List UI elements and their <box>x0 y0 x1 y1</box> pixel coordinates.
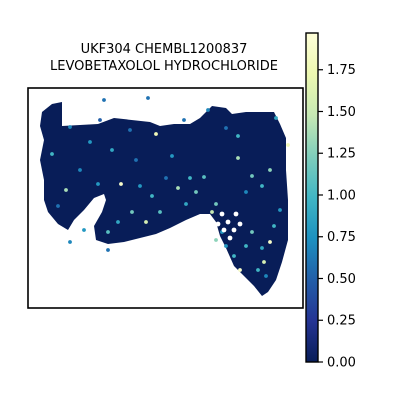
colorbar: 0.00 0.25 0.50 0.75 1.00 1.25 1.50 1.75 <box>305 32 356 371</box>
tissue-spot <box>256 268 260 272</box>
tissue-gap <box>227 235 233 241</box>
tissue-gap <box>195 223 201 229</box>
tissue-spot <box>128 128 132 132</box>
tissue-spot <box>274 116 278 120</box>
colorbar-ticks: 0.00 0.25 0.50 0.75 1.00 1.25 1.50 1.75 <box>318 63 356 371</box>
tissue-spot <box>278 208 282 212</box>
tissue-spot <box>96 182 100 186</box>
plot-area-frame <box>27 87 304 309</box>
tissue-spot <box>146 96 150 100</box>
tissue-spot <box>170 154 174 158</box>
tissue-spot <box>206 108 210 112</box>
tissue-spot <box>188 176 192 180</box>
tissue-spot <box>82 228 86 232</box>
tissue-spot <box>144 220 148 224</box>
tissue-spot <box>268 240 272 244</box>
tissue-spot <box>224 244 228 248</box>
tissue-gap <box>201 217 207 223</box>
tissue-spot <box>68 125 72 129</box>
chart-title: UKF304 CHEMBL1200837 LEVOBETAXOLOL HYDRO… <box>50 42 278 74</box>
tissue-spot <box>116 220 120 224</box>
tissue-spot <box>106 230 110 234</box>
colorbar-tick-label: 1.25 <box>327 147 356 162</box>
tissue-spot <box>150 194 154 198</box>
tissue-spot <box>154 132 158 136</box>
tissue-spot <box>50 152 54 156</box>
tissue-gap <box>221 227 227 233</box>
tissue-spot <box>119 182 123 186</box>
tissue-spot <box>202 175 206 179</box>
tissue-spot <box>130 210 134 214</box>
tissue-spot <box>176 186 180 190</box>
tissue-spot <box>158 210 162 214</box>
tissue-spot <box>236 134 240 138</box>
tissue-spot <box>262 260 266 264</box>
tissue-gap <box>215 221 221 227</box>
colorbar-tick-label: 1.00 <box>327 188 356 203</box>
tissue-spot <box>138 184 142 188</box>
tissue-spot <box>164 176 168 180</box>
tissue-spot <box>98 118 102 122</box>
colorbar-tick-label: 1.75 <box>327 63 356 78</box>
chart-title-line-2: LEVOBETAXOLOL HYDROCHLORIDE <box>50 59 278 74</box>
tissue-spot <box>286 143 290 147</box>
tissue-spot-field <box>40 102 288 296</box>
tissue-gap <box>225 219 231 225</box>
tissue-spot <box>134 158 138 162</box>
highlighted-spots <box>50 96 290 278</box>
tissue-spot <box>78 168 82 172</box>
tissue-spot <box>264 274 268 278</box>
colorbar-tick-label: 1.50 <box>327 105 356 120</box>
tissue-gap <box>237 221 243 227</box>
tissue-spots-region <box>40 102 288 296</box>
tissue-spot <box>238 268 242 272</box>
tissue-spot <box>106 248 110 252</box>
tissue-spot <box>260 184 264 188</box>
tissue-spot <box>268 168 272 172</box>
tissue-spot <box>68 240 72 244</box>
tissue-spot <box>102 98 106 102</box>
tissue-spot <box>272 224 276 228</box>
colorbar-tick-label: 0.50 <box>327 272 356 287</box>
tissue-spot <box>214 202 218 206</box>
tissue-spot <box>56 204 60 208</box>
tissue-spot <box>244 190 248 194</box>
tissue-spot <box>232 254 236 258</box>
tissue-gap <box>231 227 237 233</box>
tissue-spot <box>194 190 198 194</box>
colorbar-tick-label: 0.00 <box>327 356 356 371</box>
tissue-spot <box>244 244 248 248</box>
colorbar-tick-label: 0.75 <box>327 230 356 245</box>
tissue-spot <box>214 238 218 242</box>
tissue-spot <box>88 140 92 144</box>
tissue-spot <box>260 246 264 250</box>
colorbar-tick-label: 0.25 <box>327 314 356 329</box>
tissue-spot <box>224 126 228 130</box>
tissue-spot <box>210 210 214 214</box>
tissue-spot <box>64 188 68 192</box>
tissue-spot <box>236 156 240 160</box>
tissue-spot <box>250 230 254 234</box>
tissue-spot <box>184 202 188 206</box>
tissue-gap <box>219 211 225 217</box>
tissue-spot <box>182 118 186 122</box>
tissue-spot <box>110 148 114 152</box>
chart-title-line-1: UKF304 CHEMBL1200837 <box>81 42 248 57</box>
tissue-gap <box>233 211 239 217</box>
colorbar-gradient <box>305 32 319 363</box>
tissue-spot <box>250 174 254 178</box>
